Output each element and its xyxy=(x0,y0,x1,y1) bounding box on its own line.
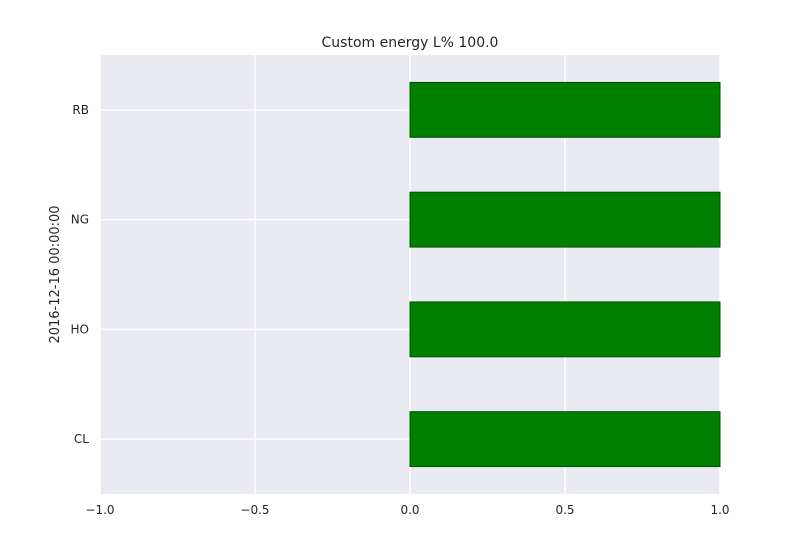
y-tick-label-rb: RB xyxy=(72,103,89,117)
bar-ng xyxy=(409,191,721,248)
y-axis-label: 2016-12-16 00:00:00 xyxy=(48,205,63,343)
x-tick-labels: −1.0 −0.5 0.0 0.5 1.0 xyxy=(85,503,729,517)
x-tick-label: 1.0 xyxy=(710,503,729,517)
y-tick-label-ho: HO xyxy=(71,322,89,336)
bar-cl xyxy=(409,411,721,468)
x-tick-label: −0.5 xyxy=(240,503,269,517)
x-tick-label: 0.0 xyxy=(400,503,419,517)
chart-title: Custom energy L% 100.0 xyxy=(322,35,499,51)
x-tick-label: −1.0 xyxy=(85,503,114,517)
bars xyxy=(409,81,721,468)
x-tick-label: 0.5 xyxy=(555,503,574,517)
bar-ho xyxy=(409,301,721,358)
y-tick-label-ng: NG xyxy=(71,213,89,227)
y-tick-labels: CL HO NG RB xyxy=(71,103,90,446)
y-tick-label-cl: CL xyxy=(74,432,89,446)
bar-rb xyxy=(409,81,721,138)
